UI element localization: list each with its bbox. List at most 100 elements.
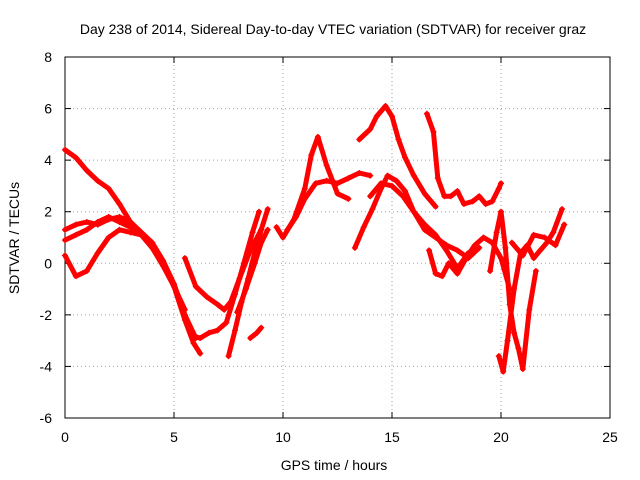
series-line — [356, 103, 439, 210]
y-tick-label: 6 — [44, 101, 52, 117]
data-point — [160, 262, 167, 269]
data-point — [432, 203, 439, 210]
data-point — [443, 247, 450, 254]
data-point — [232, 327, 239, 334]
data-point — [221, 306, 228, 313]
data-point — [454, 247, 461, 254]
y-tick-label: 4 — [44, 152, 52, 168]
series-line — [62, 214, 188, 313]
data-point — [203, 293, 210, 300]
data-point — [541, 234, 548, 241]
data-point — [482, 200, 489, 207]
data-point — [334, 180, 341, 187]
y-tick-label: -2 — [40, 307, 53, 323]
data-point — [284, 226, 291, 233]
x-tick-label: 15 — [384, 429, 400, 445]
data-point — [314, 133, 321, 140]
data-point — [312, 180, 319, 187]
data-point — [434, 175, 441, 182]
series-line — [367, 180, 471, 271]
y-tick-label: 8 — [44, 49, 52, 65]
data-point — [421, 190, 428, 197]
series-s4 — [62, 226, 156, 280]
data-point — [171, 283, 177, 290]
data-point — [399, 193, 406, 200]
data-point — [498, 208, 504, 215]
data-point — [395, 136, 402, 143]
data-point — [373, 113, 380, 120]
data-point — [504, 337, 511, 344]
data-point — [188, 332, 195, 339]
data-point — [242, 286, 249, 293]
data-point — [356, 170, 363, 177]
data-point — [351, 244, 358, 251]
series-s15 — [423, 110, 504, 207]
data-point — [421, 221, 428, 228]
data-point — [214, 327, 221, 334]
data-point — [197, 335, 204, 342]
x-tick-label: 25 — [602, 429, 618, 445]
data-point — [258, 324, 265, 331]
data-point — [432, 231, 439, 238]
data-point — [345, 195, 352, 202]
data-point — [72, 221, 79, 228]
data-point — [105, 234, 112, 241]
data-point — [476, 193, 483, 200]
data-point — [138, 231, 145, 238]
data-point — [251, 260, 258, 267]
data-point — [550, 229, 557, 236]
data-point — [526, 306, 533, 313]
data-point — [301, 195, 308, 202]
data-point — [83, 219, 90, 226]
data-point — [83, 268, 90, 275]
data-point — [469, 198, 476, 205]
data-point — [94, 219, 101, 226]
data-point — [495, 353, 502, 360]
data-point — [62, 237, 68, 244]
data-point — [426, 247, 433, 254]
data-point — [223, 319, 230, 326]
data-point — [430, 128, 437, 135]
data-point — [273, 224, 280, 231]
data-point — [72, 231, 79, 238]
series-s9 — [247, 324, 265, 342]
data-point — [367, 193, 374, 200]
data-point — [149, 244, 156, 251]
data-point — [393, 177, 400, 184]
data-point — [439, 273, 446, 280]
data-point — [402, 154, 409, 161]
data-point — [234, 309, 241, 316]
data-point — [519, 252, 526, 259]
data-point — [378, 180, 385, 187]
data-point — [476, 244, 483, 251]
x-tick-label: 20 — [493, 429, 509, 445]
data-point — [511, 329, 518, 336]
data-point — [301, 185, 308, 192]
data-point — [530, 231, 537, 238]
data-point — [559, 206, 566, 213]
data-point — [460, 200, 467, 207]
y-tick-label: -4 — [40, 358, 53, 374]
data-point — [493, 229, 500, 236]
data-point — [127, 224, 134, 231]
data-point — [232, 291, 239, 298]
data-point — [508, 239, 515, 246]
series-s8 — [234, 226, 271, 316]
series-group — [62, 102, 568, 375]
data-point — [498, 255, 504, 262]
data-point — [258, 239, 265, 246]
data-point — [323, 177, 330, 184]
y-tick-label: -6 — [40, 410, 53, 426]
data-point — [489, 198, 496, 205]
data-point — [258, 226, 265, 233]
data-point — [190, 340, 197, 347]
data-point — [511, 286, 518, 293]
data-point — [116, 200, 123, 207]
data-point — [471, 242, 478, 249]
data-point — [369, 206, 376, 213]
data-point — [360, 224, 367, 231]
data-point — [280, 234, 286, 241]
data-point — [72, 273, 79, 280]
data-point — [498, 180, 504, 187]
